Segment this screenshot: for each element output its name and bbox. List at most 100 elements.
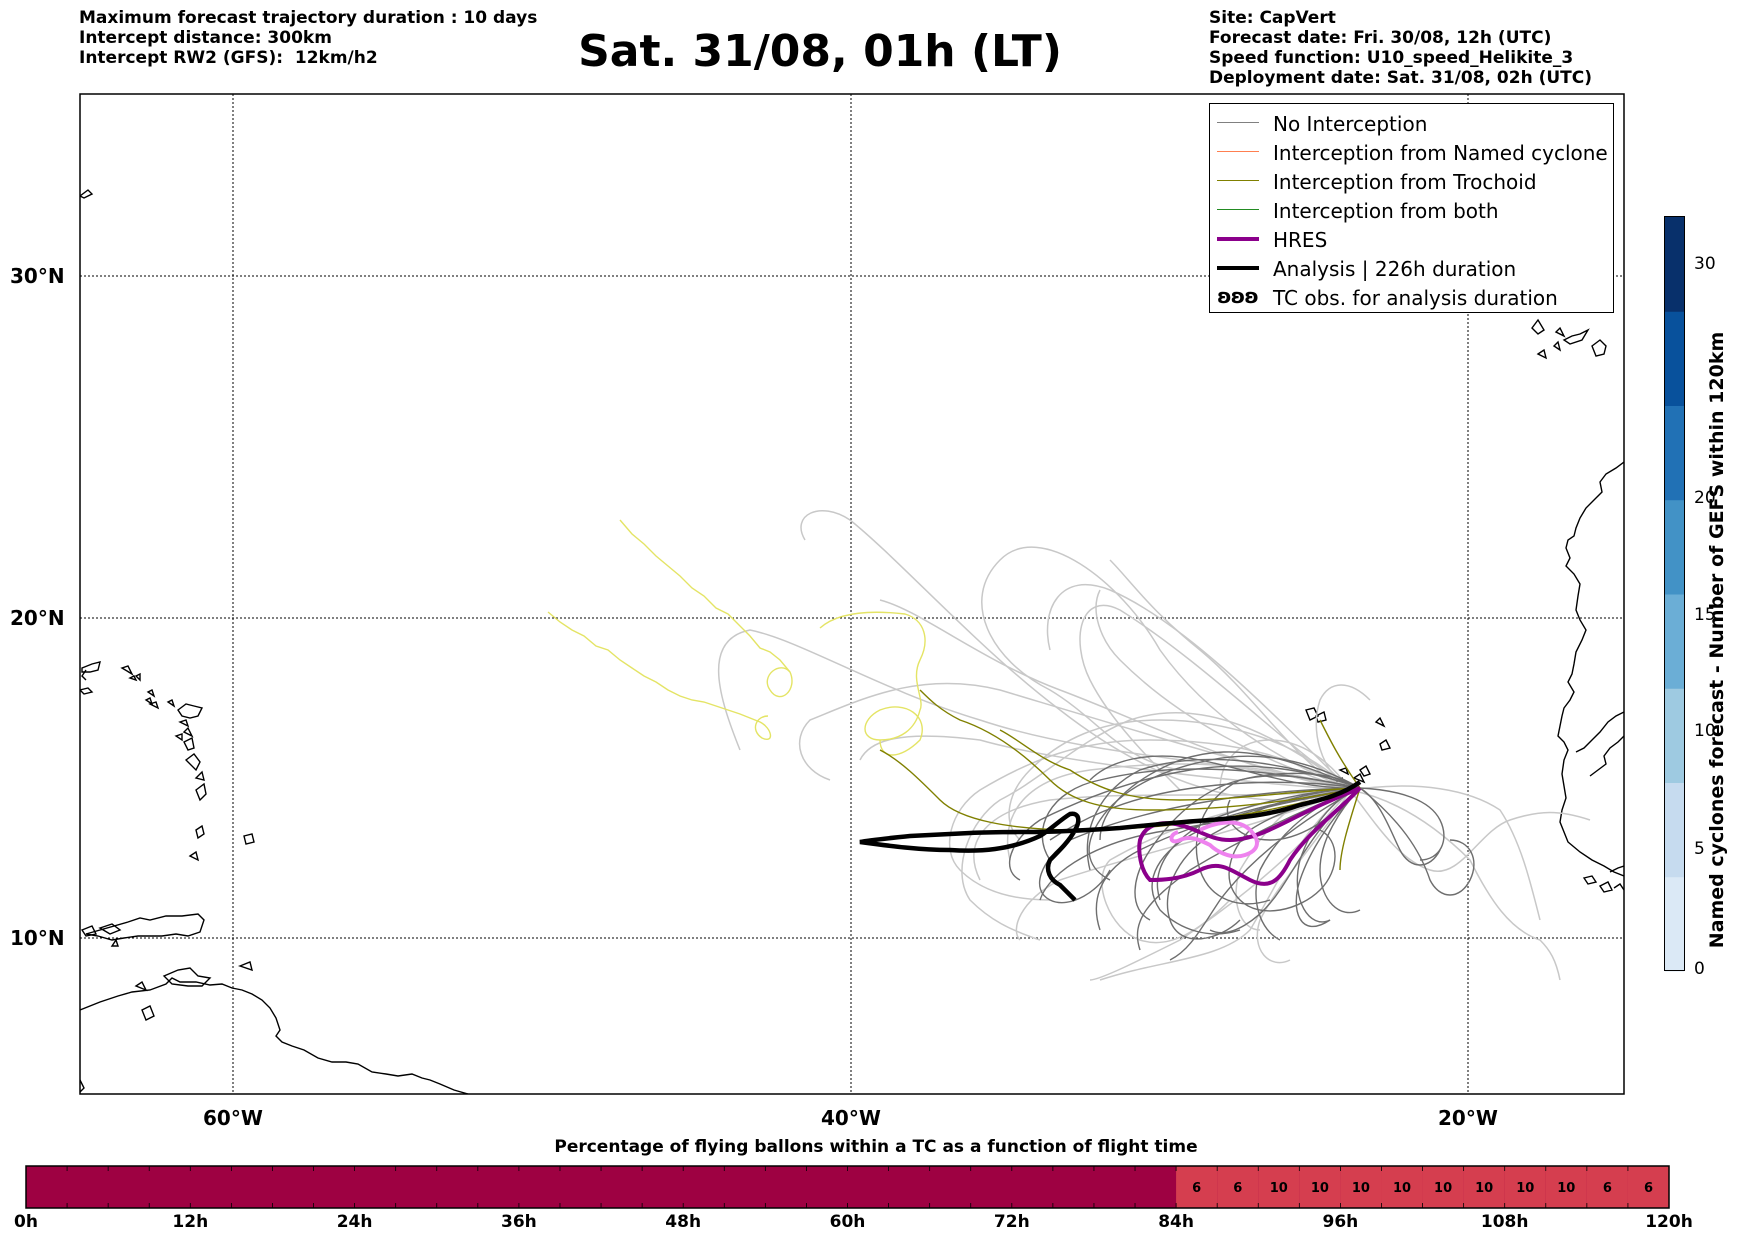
colorbar-tick-5: 5 xyxy=(1694,839,1705,859)
hres-inner-loop xyxy=(1169,820,1259,859)
info-forecast-date: Forecast date: Fri. 30/08, 12h (UTC) xyxy=(1209,28,1552,48)
colorbar-title: Named cyclones forecast - Number of GEFS… xyxy=(1706,331,1728,949)
colorbar-segment xyxy=(1665,594,1684,689)
timebar-cell xyxy=(1381,1166,1423,1208)
timebar-label: 12h xyxy=(172,1212,209,1232)
timebar-cell-value: 6 xyxy=(1192,1181,1201,1196)
legend-item-no-interception: No Interception xyxy=(1210,109,1613,137)
colorbar-segment xyxy=(1665,876,1684,972)
timebar-label: 84h xyxy=(1158,1212,1194,1232)
legend-item-named-cyclone: Interception from Named cyclone xyxy=(1210,138,1613,166)
timebar-cell-value: 10 xyxy=(1434,1181,1452,1196)
timebar-cell xyxy=(1545,1166,1587,1208)
timebar-cell xyxy=(1627,1166,1669,1208)
legend-item-analysis: Analysis | 226h duration xyxy=(1210,254,1613,282)
timebar-label: 96h xyxy=(1322,1212,1359,1232)
timebar-cell-value: 6 xyxy=(1233,1181,1242,1196)
legend-swatch xyxy=(1217,180,1259,181)
timebar-cell xyxy=(1176,1166,1218,1208)
timebar-cell xyxy=(1217,1166,1259,1208)
timebar-cell xyxy=(1463,1166,1505,1208)
graticule xyxy=(80,94,1624,1094)
legend-label: Interception from both xyxy=(1273,199,1499,223)
info-site: Site: CapVert xyxy=(1209,8,1336,28)
timebar-cell xyxy=(1586,1166,1628,1208)
lon-label-20w: 20°W xyxy=(1438,1106,1498,1130)
page-title: Sat. 31/08, 01h (LT) xyxy=(578,26,1062,77)
colorbar-segment xyxy=(1665,688,1684,783)
map-legend: No Interception Interception from Named … xyxy=(1209,103,1614,313)
coast-trinidad xyxy=(162,967,212,987)
legend-label: HRES xyxy=(1273,228,1328,252)
coast-venezuela-islands xyxy=(80,923,122,937)
info-intercept-rw2: Intercept RW2 (GFS): 12km/h2 xyxy=(79,48,378,68)
timebar-label: 36h xyxy=(501,1212,537,1232)
lat-label-10n: 10°N xyxy=(10,926,65,950)
lon-label-60w: 60°W xyxy=(203,1106,263,1130)
coast-cape-verde xyxy=(1305,707,1319,721)
hres-trajectory xyxy=(1137,786,1362,886)
coast-south-america xyxy=(80,977,469,1094)
legend-label: Interception from Named cyclone xyxy=(1273,141,1608,165)
timebar-cell xyxy=(1504,1166,1546,1208)
coast-west-africa xyxy=(1557,461,1624,877)
timebar-cell xyxy=(1340,1166,1382,1208)
info-max-duration: Maximum forecast trajectory duration : 1… xyxy=(79,8,538,28)
timebar-cell-value: 6 xyxy=(1644,1181,1653,1196)
timebar-label: 108h xyxy=(1480,1212,1529,1232)
timebar-cell-value: 10 xyxy=(1516,1181,1534,1196)
lat-label-20n: 20°N xyxy=(10,606,65,630)
timebar-cell xyxy=(1299,1166,1341,1208)
cyclone-colorbar xyxy=(1664,216,1685,972)
colorbar-segment xyxy=(1665,217,1684,312)
legend-item-trochoid: Interception from Trochoid xyxy=(1210,167,1613,195)
colorbar-segment xyxy=(1665,782,1684,878)
timebar-title: Percentage of flying ballons within a TC… xyxy=(554,1137,1198,1157)
legend-label: No Interception xyxy=(1273,112,1428,136)
coast-canary-islands xyxy=(1531,318,1545,335)
timebar-label: 24h xyxy=(336,1212,373,1232)
timebar: 6 6 10 10 10 10 10 10 10 10 6 6 xyxy=(25,1165,1670,1209)
timebar-label: 60h xyxy=(829,1212,866,1232)
olive-trajectories xyxy=(879,689,1361,871)
timebar-label: 120h xyxy=(1645,1212,1693,1232)
legend-label: Analysis | 226h duration xyxy=(1273,257,1517,281)
legend-item-both: Interception from both xyxy=(1210,196,1613,224)
timebar-cell xyxy=(1422,1166,1464,1208)
timebar-label: 0h xyxy=(14,1212,38,1232)
timebar-cell-value: 10 xyxy=(1270,1181,1288,1196)
timebar-cell-value: 10 xyxy=(1557,1181,1575,1196)
colorbar-tick-0: 0 xyxy=(1694,959,1705,979)
lat-label-30n: 30°N xyxy=(10,264,65,288)
timebar-cell xyxy=(1258,1166,1300,1208)
legend-label: TC obs. for analysis duration xyxy=(1273,286,1558,310)
timebar-cell-value: 10 xyxy=(1311,1181,1329,1196)
legend-swatch xyxy=(1217,151,1259,152)
legend-item-hres: HRES xyxy=(1210,225,1613,253)
yellow-trajectories xyxy=(547,519,926,756)
timebar-label: 48h xyxy=(665,1212,702,1232)
timebar-label: 72h xyxy=(993,1212,1030,1232)
light-trajectories xyxy=(717,510,1591,981)
legend-label: Interception from Trochoid xyxy=(1273,170,1537,194)
colorbar-tick-20: 20 xyxy=(1694,488,1716,508)
timebar-cell-value: 10 xyxy=(1475,1181,1493,1196)
legend-swatch xyxy=(1217,209,1259,210)
colorbar-segment xyxy=(1665,499,1684,595)
colorbar-segment xyxy=(1665,311,1684,406)
legend-swatch xyxy=(1217,237,1259,241)
colorbar-tick-30: 30 xyxy=(1694,254,1716,274)
legend-swatch xyxy=(1217,266,1259,270)
colorbar-tick-15: 15 xyxy=(1694,605,1716,625)
timebar-cell-value: 10 xyxy=(1352,1181,1370,1196)
lon-label-40w: 40°W xyxy=(821,1106,881,1130)
colorbar-tick-10: 10 xyxy=(1694,721,1716,741)
info-speed-function: Speed function: U10_speed_Helikite_3 xyxy=(1209,48,1574,68)
timebar-cell-value: 10 xyxy=(1393,1181,1411,1196)
colorbar-segment xyxy=(1665,405,1684,501)
analysis-trajectory xyxy=(859,780,1362,902)
timebar-cell-value: 6 xyxy=(1603,1181,1612,1196)
info-deployment-date: Deployment date: Sat. 31/08, 02h (UTC) xyxy=(1209,68,1593,88)
tc-obs-icon: ʚʚʚ xyxy=(1217,284,1259,308)
info-intercept-distance: Intercept distance: 300km xyxy=(79,28,332,48)
